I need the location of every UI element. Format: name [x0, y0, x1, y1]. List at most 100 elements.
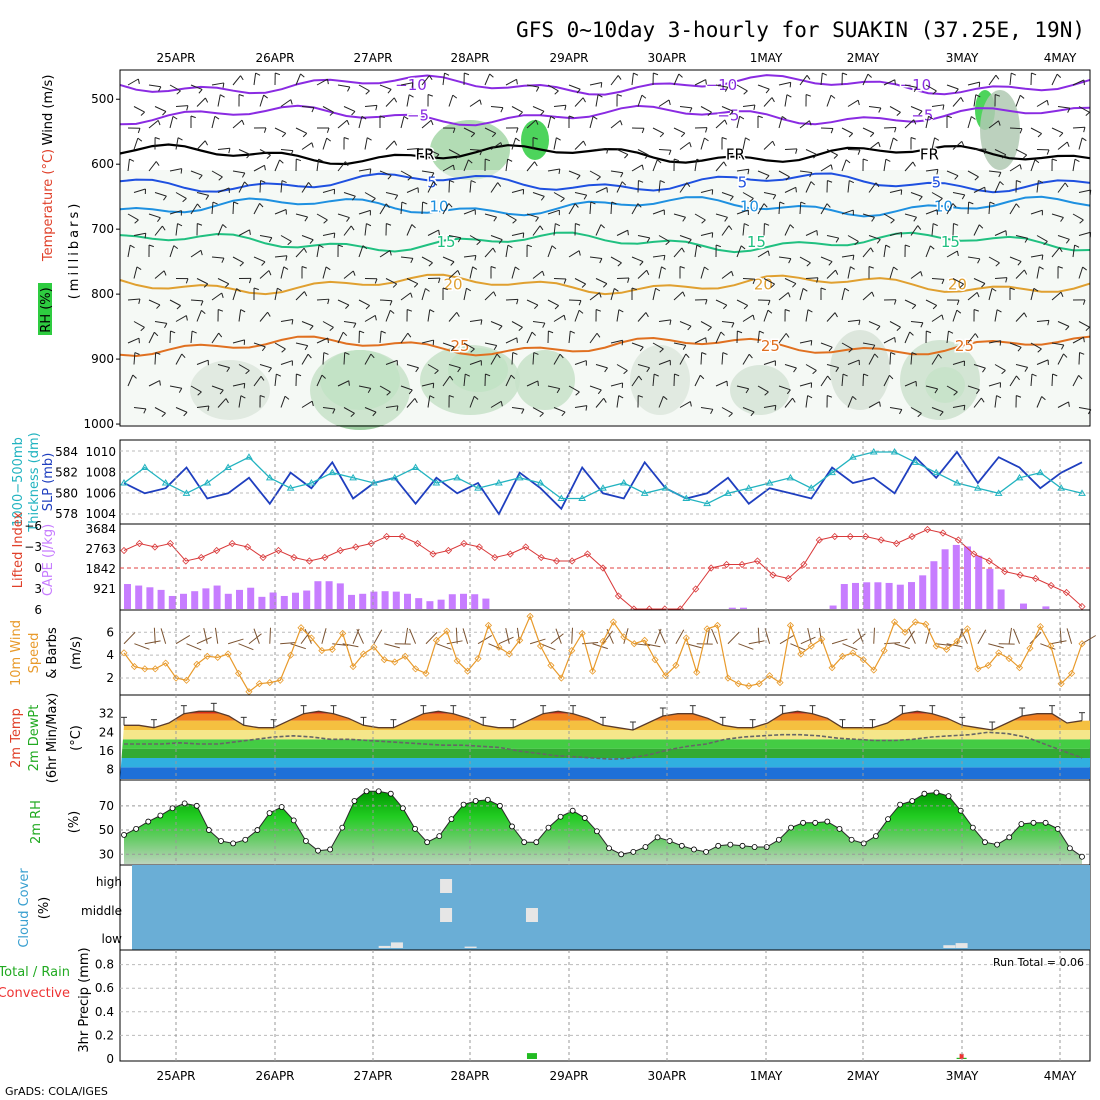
wind-speed-point [328, 645, 336, 653]
wind-barb [385, 359, 398, 365]
wind-barb [553, 407, 566, 413]
wind-barb [322, 188, 335, 193]
wind-barb-flag [835, 367, 840, 372]
wind-barb-flag [480, 319, 483, 325]
surface-wind-barb [404, 627, 409, 644]
cape-bar [986, 568, 994, 609]
wind-barb [763, 192, 776, 196]
wind-barb-flag [705, 127, 708, 133]
wind-barb-flag [163, 270, 167, 276]
wind-barb-flag [374, 278, 378, 284]
wind-speed-point [1068, 669, 1076, 677]
wind-speed-point [630, 640, 638, 648]
wind-barb [847, 99, 859, 107]
thickness-point [161, 479, 170, 486]
wind-barb [631, 73, 634, 86]
rh-point [969, 824, 976, 831]
wind-barb [1078, 266, 1084, 279]
wind-barb [883, 159, 887, 172]
wind-speed-unit: (m/s) [69, 636, 84, 670]
precip-label-1: Total / Rain [0, 965, 70, 980]
cloud-background [132, 865, 1090, 950]
cape-bar [258, 596, 266, 609]
li-point [985, 557, 993, 565]
wind-barb-flag [659, 133, 665, 138]
thickness-tick-label: 582 [55, 466, 78, 480]
wind-speed-point [536, 642, 545, 650]
wind-barb-flag [934, 388, 939, 394]
wind-barb [553, 353, 561, 365]
cape-bar [448, 594, 456, 609]
wind-barb-flag [595, 309, 602, 312]
wind-barb [154, 192, 167, 197]
rh-point [521, 839, 528, 846]
wind-barb [652, 342, 664, 350]
wind-barb [490, 182, 499, 193]
wind-barb-flag [653, 373, 659, 377]
wind-barb-flag [385, 203, 390, 208]
wind-barb [694, 159, 698, 172]
wind-barb [610, 120, 621, 129]
wind-barb [526, 213, 539, 218]
wind-barb-flag [351, 195, 356, 201]
wind-speed-point [911, 618, 919, 626]
wind-barb-flag [515, 137, 520, 142]
wind-barb-flag [452, 94, 458, 99]
wind-barb [988, 74, 997, 86]
wind-barb [484, 213, 497, 218]
wind-barb-flag [541, 270, 545, 277]
wind-barb-flag [826, 203, 831, 208]
wind-barb [547, 299, 559, 306]
thickness-point [515, 473, 524, 481]
wind-barb [232, 75, 241, 86]
rh-point [327, 846, 334, 853]
wind-barb [988, 201, 991, 215]
wind-barb [673, 291, 684, 301]
wind-barb [589, 332, 598, 344]
wind-barb-flag [497, 182, 502, 187]
wind-barb [133, 232, 146, 236]
wind-barb-flag [431, 172, 435, 178]
wind-barb-flag [157, 217, 161, 222]
rh-point [242, 836, 249, 843]
cape-bar [975, 555, 983, 609]
wind-barb [889, 106, 901, 113]
wind-barb [448, 149, 460, 156]
cloud-bar [955, 943, 968, 948]
wind-barb-flag [673, 158, 680, 162]
wind-barb [232, 170, 245, 174]
wind-barb-flag [246, 154, 251, 159]
wind-barb [490, 400, 502, 408]
wind-barb [463, 255, 476, 258]
wind-barb [973, 186, 985, 193]
wind-barb-flag [910, 137, 916, 140]
wind-barb-flag [808, 120, 812, 126]
wind-barb [847, 359, 860, 365]
wind-barb-flag [200, 250, 203, 256]
thickness-point [349, 473, 357, 481]
wind-barb [364, 223, 367, 236]
surface-wind-barb [988, 643, 1004, 649]
wind-barb-flag [936, 169, 939, 175]
cape-tick-label: 921 [93, 582, 116, 596]
wind-barb [715, 299, 728, 306]
rh-point [885, 816, 891, 823]
thickness-point [578, 494, 587, 501]
wind-barb [805, 229, 818, 236]
wind-barb [820, 256, 833, 263]
wind-barb [217, 147, 230, 150]
wind-barb [442, 256, 455, 263]
cape-bar [269, 592, 277, 609]
wind-barb [946, 170, 959, 177]
wind-barb-flag [172, 115, 178, 120]
wind-barb [358, 168, 371, 172]
wind-barb [379, 170, 392, 176]
wind-barb-flag [361, 115, 367, 120]
li-point [228, 539, 236, 548]
date-label-top: 29APR [549, 51, 588, 65]
temp-tick-label: 8 [106, 763, 114, 777]
wind-barb [322, 106, 334, 113]
wind-barb-flag [689, 107, 693, 113]
wind-barb [427, 149, 440, 155]
wind-barb [721, 352, 724, 365]
